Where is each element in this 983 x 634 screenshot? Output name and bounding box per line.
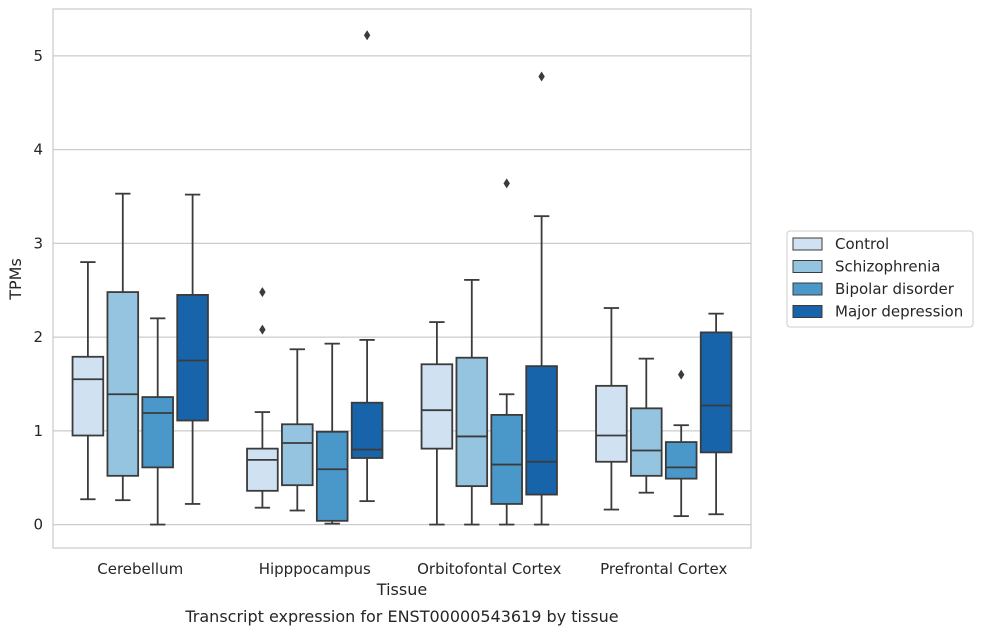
box-body xyxy=(630,407,663,477)
legend-label: Schizophrenia xyxy=(835,258,940,276)
legend-frame xyxy=(786,230,974,328)
outlier-marker xyxy=(503,178,510,189)
box-body xyxy=(595,384,628,463)
legend-swatch xyxy=(792,305,823,318)
legend-swatch xyxy=(792,260,823,273)
box-3-1 xyxy=(630,357,663,494)
x-tick-label: Orbitofontal Cortex xyxy=(417,560,561,578)
y-tick-label: 1 xyxy=(33,422,43,440)
legend-label: Major depression xyxy=(835,303,963,321)
outlier-marker xyxy=(678,369,685,380)
outlier-marker xyxy=(538,71,545,82)
plot-frame xyxy=(52,8,752,549)
y-tick-labels: 0 1 2 3 4 5 xyxy=(33,47,43,534)
legend-label: Control xyxy=(835,235,889,253)
box-3-3 xyxy=(699,312,733,516)
x-tick-label: Prefrontal Cortex xyxy=(600,560,727,578)
legend: Control Schizophrenia Bipolar disorder Majo… xyxy=(786,230,974,328)
box-body xyxy=(246,447,279,492)
box-groups xyxy=(71,30,733,526)
legend-label: Bipolar disorder xyxy=(835,280,955,298)
box-body xyxy=(420,363,454,450)
legend-swatch xyxy=(792,237,823,251)
box-1-1 xyxy=(281,348,314,512)
outlier-marker xyxy=(363,30,371,41)
box-body xyxy=(281,423,314,487)
box-body xyxy=(71,355,105,437)
y-tick-label: 5 xyxy=(33,47,43,65)
y-tick-label: 2 xyxy=(33,328,43,346)
box-3-2 xyxy=(664,369,698,518)
box-0-2 xyxy=(141,317,174,526)
box-2-1 xyxy=(455,279,489,526)
box-body xyxy=(176,294,209,422)
box-body xyxy=(525,365,558,496)
x-tick-label: Hipppocampus xyxy=(259,560,371,578)
legend-swatch xyxy=(792,282,823,296)
box-body xyxy=(664,441,698,480)
chart-caption: Transcript expression for ENST0000054361… xyxy=(184,607,618,626)
box-body xyxy=(141,396,174,469)
box-1-2 xyxy=(315,342,349,525)
box-1-0 xyxy=(246,287,279,509)
outlier-marker xyxy=(259,324,266,335)
box-0-3 xyxy=(176,193,209,505)
box-2-0 xyxy=(420,321,454,526)
box-body xyxy=(315,430,349,522)
y-tick-label: 3 xyxy=(33,234,43,252)
box-body xyxy=(490,413,523,505)
box-body xyxy=(455,356,489,488)
x-tick-labels: Cerebellum Hipppocampus Orbitofontal Corte… xyxy=(97,560,727,578)
box-2-3 xyxy=(525,71,558,526)
box-2-2 xyxy=(490,178,523,526)
box-0-1 xyxy=(106,192,140,502)
y-tick-label: 0 xyxy=(33,516,43,534)
box-0-0 xyxy=(71,261,105,501)
box-3-0 xyxy=(595,307,628,511)
box-body xyxy=(106,291,140,477)
x-tick-label: Cerebellum xyxy=(97,560,183,578)
x-axis-title: Tissue xyxy=(376,580,427,599)
box-1-3 xyxy=(350,30,384,503)
box-body xyxy=(699,331,733,454)
outlier-marker xyxy=(259,287,266,298)
y-axis-title: TPMs xyxy=(6,258,25,301)
y-tick-label: 4 xyxy=(33,141,43,159)
